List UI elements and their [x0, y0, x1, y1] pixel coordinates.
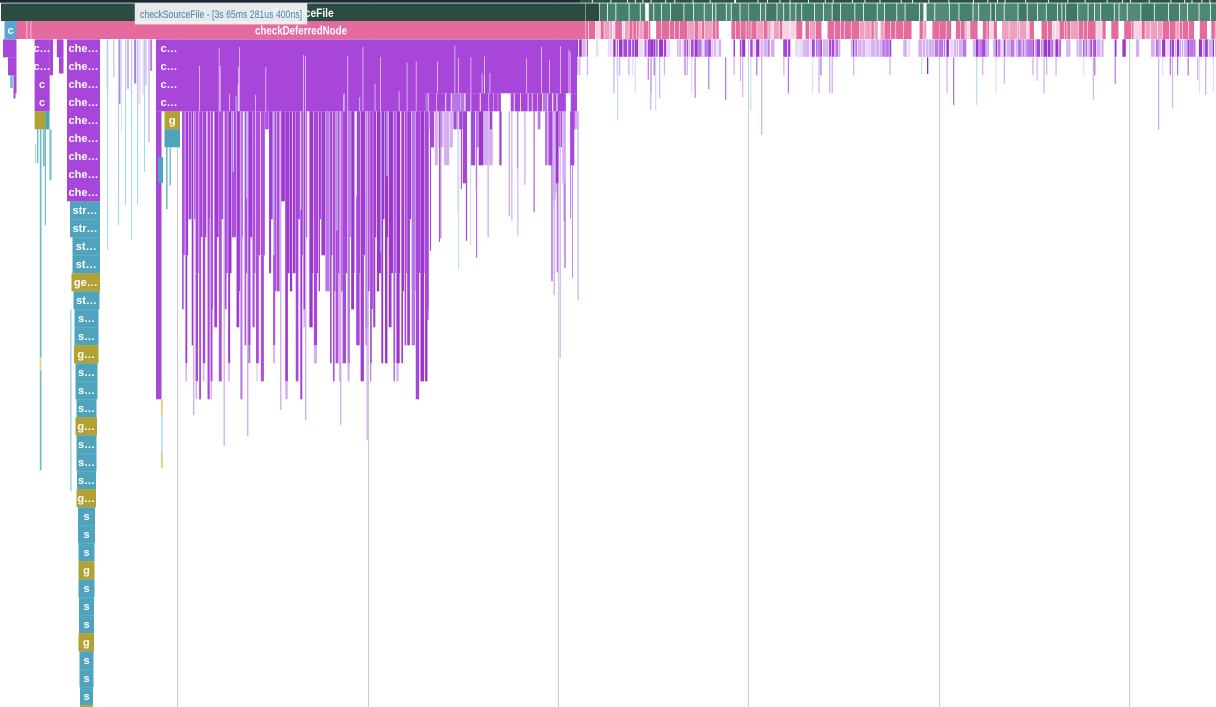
svg-text:st…: st… — [76, 259, 97, 271]
svg-text:c…: c… — [160, 61, 177, 73]
svg-text:g: g — [169, 115, 176, 127]
svg-text:c…: c… — [33, 43, 50, 55]
svg-text:st…: st… — [76, 295, 97, 307]
svg-text:che…: che… — [69, 115, 99, 127]
svg-text:che…: che… — [69, 79, 99, 91]
svg-text:c…: c… — [160, 97, 177, 109]
svg-text:s: s — [83, 547, 89, 559]
svg-text:s…: s… — [78, 313, 95, 325]
svg-text:che…: che… — [69, 61, 99, 73]
svg-text:che…: che… — [69, 187, 99, 199]
svg-text:s…: s… — [78, 403, 95, 415]
svg-text:checkSourceFile - [3s 65ms 281: checkSourceFile - [3s 65ms 281us 400ns] — [140, 9, 302, 21]
svg-text:che…: che… — [69, 151, 99, 163]
svg-text:g: g — [83, 565, 90, 577]
svg-text:s…: s… — [78, 439, 95, 451]
svg-text:st…: st… — [76, 241, 97, 253]
svg-text:checkDeferredNode: checkDeferredNode — [255, 24, 347, 38]
svg-text:c: c — [39, 97, 45, 109]
svg-text:c…: c… — [160, 43, 177, 55]
svg-text:s: s — [83, 601, 89, 613]
svg-text:g…: g… — [77, 349, 95, 361]
svg-text:c: c — [39, 79, 45, 91]
svg-text:c…: c… — [160, 79, 177, 91]
svg-text:s: s — [83, 511, 89, 523]
svg-text:g…: g… — [77, 493, 95, 505]
svg-text:che…: che… — [69, 43, 99, 55]
svg-text:s: s — [83, 691, 89, 703]
svg-text:s…: s… — [78, 457, 95, 469]
svg-text:g…: g… — [77, 421, 95, 433]
svg-text:s…: s… — [78, 331, 95, 343]
svg-text:s…: s… — [78, 367, 95, 379]
svg-text:s: s — [83, 619, 89, 631]
svg-text:c: c — [7, 25, 13, 37]
svg-text:str…: str… — [72, 223, 97, 235]
svg-text:s: s — [83, 583, 89, 595]
svg-text:che…: che… — [69, 97, 99, 109]
svg-text:s: s — [83, 655, 89, 667]
svg-text:g: g — [83, 637, 90, 649]
svg-text:ge…: ge… — [74, 277, 98, 289]
svg-text:che…: che… — [69, 169, 99, 181]
svg-text:str…: str… — [72, 205, 97, 217]
svg-text:c…: c… — [33, 61, 50, 73]
svg-text:s…: s… — [78, 475, 95, 487]
svg-text:s…: s… — [78, 385, 95, 397]
svg-text:che…: che… — [69, 133, 99, 145]
svg-text:s: s — [83, 673, 89, 685]
svg-text:s: s — [83, 529, 89, 541]
